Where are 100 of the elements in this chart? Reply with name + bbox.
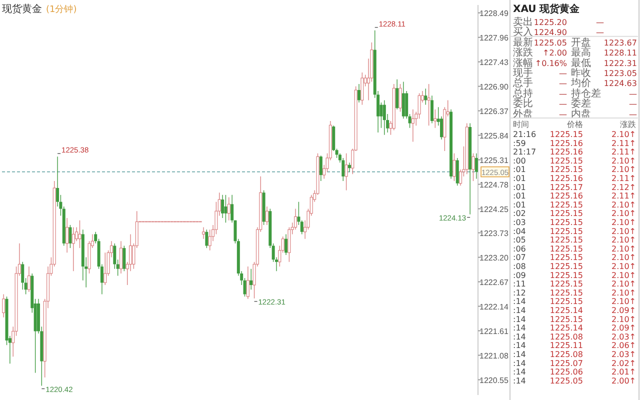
text: 1225.06 bbox=[550, 368, 583, 377]
text: 1223.67 bbox=[604, 38, 637, 48]
text: :05 bbox=[513, 236, 526, 245]
text: — bbox=[559, 69, 567, 78]
text: 1223.05 bbox=[604, 69, 637, 78]
text: 卖出 bbox=[513, 16, 533, 28]
text: 1225.17 bbox=[550, 182, 583, 192]
text: 1225.15 bbox=[550, 156, 583, 166]
candlestick bbox=[2, 294, 6, 318]
text: :00 bbox=[513, 156, 526, 166]
text: ↑0.16% bbox=[534, 58, 568, 68]
text: 2.10↑ bbox=[611, 165, 636, 174]
text: 1225.15 bbox=[550, 209, 583, 218]
y-tick-label: 1222.67 bbox=[480, 278, 510, 287]
text: 开盘 bbox=[571, 36, 591, 48]
text: 涨幅 bbox=[513, 56, 533, 69]
candlestick bbox=[294, 208, 298, 230]
text: :14 bbox=[513, 350, 526, 359]
text: 最高 bbox=[571, 46, 591, 59]
text: 1225.15 bbox=[550, 200, 583, 210]
text: 昨收 bbox=[571, 67, 591, 79]
text: :11 bbox=[513, 280, 526, 289]
y-tick-label: 1221.08 bbox=[480, 351, 510, 360]
text: 1225.20 bbox=[534, 18, 567, 27]
text: — bbox=[629, 100, 637, 109]
text: :14 bbox=[513, 306, 526, 315]
candlestick bbox=[27, 266, 30, 292]
y-tick-label: 1224.25 bbox=[480, 204, 510, 214]
text: :08 bbox=[513, 262, 526, 271]
candlestick bbox=[427, 84, 430, 126]
text: 1225.14 bbox=[550, 306, 583, 315]
text: :14 bbox=[513, 368, 526, 377]
text: 2.10↑ bbox=[611, 236, 636, 245]
candlestick bbox=[221, 194, 224, 218]
text: :59 bbox=[513, 138, 526, 148]
text: 1222.31 bbox=[604, 58, 637, 68]
candlestick bbox=[78, 220, 82, 248]
text: :14 bbox=[513, 297, 526, 306]
candlestick bbox=[342, 158, 345, 182]
y-tick-label: 1223.20 bbox=[480, 253, 510, 262]
text: :02 bbox=[513, 209, 526, 218]
y-tick-label: 1226.37 bbox=[480, 106, 510, 116]
text: 1225.16 bbox=[550, 148, 583, 157]
text: 2.03↑ bbox=[611, 332, 636, 342]
text: 1224.90 bbox=[534, 28, 567, 38]
text: 2.02↑ bbox=[611, 358, 636, 368]
text: ↑2.00 bbox=[542, 48, 567, 58]
candlestick bbox=[348, 162, 351, 172]
text: 2.10↑ bbox=[611, 280, 636, 289]
text: — bbox=[559, 110, 567, 119]
text: :04 bbox=[513, 226, 526, 236]
text: 买入 bbox=[513, 26, 533, 38]
y-tick-label: 1220.55 bbox=[480, 376, 510, 385]
candlestick bbox=[344, 152, 348, 191]
text: 1225.08 bbox=[550, 332, 583, 342]
candlestick bbox=[265, 206, 268, 226]
text: :14 bbox=[513, 314, 526, 324]
candlestick bbox=[358, 84, 360, 103]
text: — bbox=[596, 28, 604, 38]
text: 2.10↑ bbox=[611, 297, 636, 306]
text: 1225.11 bbox=[550, 341, 583, 350]
y-tick-label: 1223.73 bbox=[480, 228, 510, 238]
candlestick bbox=[208, 229, 212, 251]
text: 价格 bbox=[566, 120, 583, 129]
text: 1225.15 bbox=[550, 280, 583, 289]
text: 涨跌 bbox=[620, 120, 636, 129]
candlestick bbox=[434, 109, 437, 128]
y-tick-label: 1225.31 bbox=[480, 156, 510, 165]
y-tick-label: 1221.61 bbox=[480, 326, 510, 336]
text: — bbox=[596, 18, 604, 27]
candlestick bbox=[430, 95, 434, 124]
text: 总持 bbox=[512, 87, 533, 100]
y-tick-label: 1225.84 bbox=[480, 131, 510, 140]
text: 时间 bbox=[513, 120, 529, 129]
text: :01 bbox=[513, 165, 526, 174]
text: :01 bbox=[513, 192, 526, 201]
text: 2.10↑ bbox=[611, 288, 636, 298]
text: 1225.15 bbox=[550, 270, 583, 280]
candlestick bbox=[224, 194, 228, 223]
text: 1225.15 bbox=[550, 226, 583, 236]
candlestick bbox=[424, 88, 428, 106]
text: 2.10↑ bbox=[611, 314, 636, 324]
text: 21:17 bbox=[513, 148, 536, 157]
text: 2.10↑ bbox=[611, 156, 636, 166]
text: 1225.14 bbox=[550, 324, 583, 333]
candlestick bbox=[402, 81, 405, 120]
candlestick bbox=[288, 226, 291, 262]
text: 1225.15 bbox=[550, 262, 583, 271]
text: :06 bbox=[513, 244, 526, 254]
candlestick bbox=[398, 84, 402, 112]
text: 2.10↑ bbox=[611, 262, 636, 271]
text: :01 bbox=[513, 200, 526, 210]
text: 2.10↑ bbox=[611, 209, 636, 218]
candlestick bbox=[319, 155, 322, 182]
text: :01 bbox=[513, 174, 526, 183]
text: 1225.15 bbox=[550, 244, 583, 254]
text: 委差 bbox=[571, 98, 591, 110]
text: :01 bbox=[513, 182, 526, 192]
text: 2.11↑ bbox=[611, 174, 636, 183]
candlestick bbox=[472, 152, 475, 182]
